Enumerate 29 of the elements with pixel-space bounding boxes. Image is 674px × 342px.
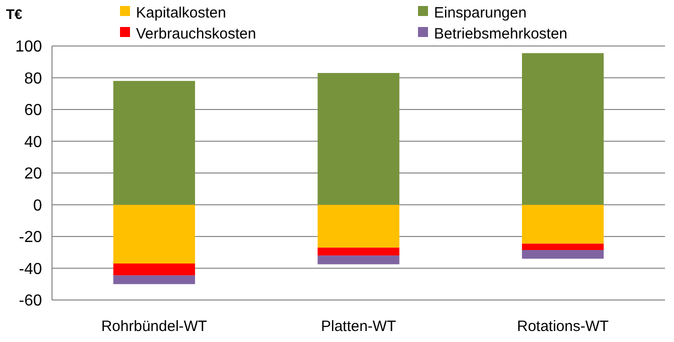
x-tick-label: Platten-WT bbox=[320, 318, 396, 335]
bar bbox=[113, 80, 196, 205]
y-tick-label: 60 bbox=[24, 102, 42, 120]
bar bbox=[113, 275, 196, 284]
y-tick-label: 100 bbox=[15, 38, 42, 56]
bar bbox=[522, 244, 604, 250]
bar bbox=[113, 263, 196, 276]
y-axis-title: T€ bbox=[6, 6, 23, 22]
x-tick-label: Rotations-WT bbox=[516, 318, 609, 335]
bar bbox=[522, 204, 604, 244]
bar bbox=[318, 256, 400, 264]
legend-label: Kapitalkosten bbox=[136, 4, 226, 22]
x-tick-label: Rohrbündel-WT bbox=[101, 318, 208, 335]
bar bbox=[318, 248, 400, 256]
bar bbox=[113, 204, 196, 264]
y-tick-label: -60 bbox=[18, 292, 42, 310]
y-tick-label: 80 bbox=[24, 70, 42, 88]
bar bbox=[522, 53, 604, 205]
legend-label: Verbrauchskosten bbox=[136, 25, 256, 42]
y-tick-label: -20 bbox=[18, 229, 42, 246]
y-tick-label: 20 bbox=[24, 166, 42, 183]
bar bbox=[522, 250, 604, 259]
y-tick-label: -40 bbox=[18, 260, 42, 278]
y-tick-label: 40 bbox=[24, 134, 42, 151]
bar bbox=[318, 204, 400, 248]
legend-label: Einsparungen bbox=[434, 4, 527, 22]
y-tick-label: 0 bbox=[33, 197, 42, 214]
legend-label: Betriebsmehrkosten bbox=[434, 25, 568, 42]
bar bbox=[318, 72, 400, 205]
